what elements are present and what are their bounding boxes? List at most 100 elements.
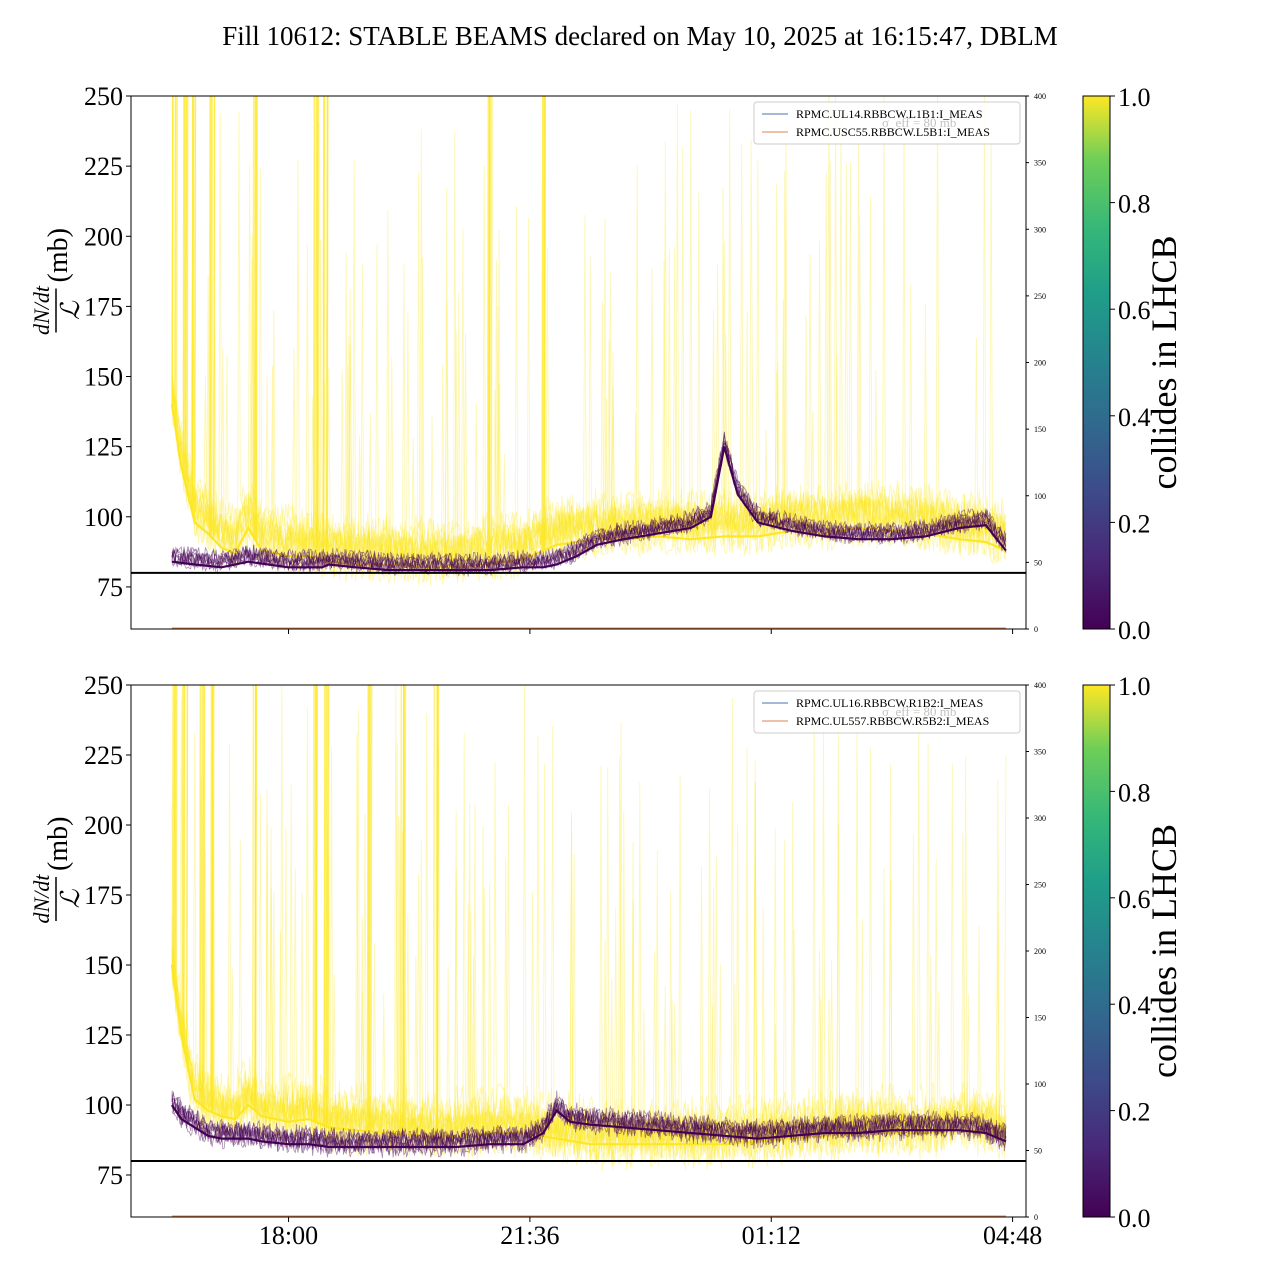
spike: [436, 685, 439, 1136]
colorbar-label: collides in LHCB: [1144, 236, 1184, 490]
series-bundle-non-colliding: [171, 431, 1007, 577]
y2-tick-label: 200: [1034, 359, 1046, 368]
legend-box: [753, 101, 1021, 145]
spike: [201, 685, 204, 1106]
y2-tick-label: 350: [1034, 748, 1046, 757]
noise-trace: [171, 440, 1007, 571]
noise-trace: [171, 445, 1007, 577]
noise-trace: [171, 1103, 1007, 1155]
y2-tick-label: 50: [1034, 1147, 1042, 1156]
noise-trace: [171, 735, 1007, 1145]
noise-trace: [171, 698, 1007, 1151]
spike: [202, 685, 205, 1107]
y2-tick-label: 100: [1034, 492, 1046, 501]
y-label-numerator: dN/dt: [29, 874, 54, 924]
y-tick-label: 175: [84, 881, 123, 910]
noise-trace: [171, 442, 1007, 573]
spike: [174, 685, 177, 992]
spike: [183, 685, 186, 1048]
noise-trace: [171, 443, 1007, 574]
y2-tick-label: 250: [1034, 292, 1046, 301]
noise-trace: [171, 794, 1007, 1163]
threshold-annotation: σ_eff = 80 mb: [882, 115, 956, 130]
series-bundle-colliding: [170, 96, 1007, 587]
spike: [185, 96, 188, 486]
noise-trace: [171, 705, 1007, 1146]
noise-trace: [171, 1090, 1007, 1152]
spike: [175, 685, 178, 998]
y-tick-label: 225: [84, 152, 123, 181]
spike: [543, 96, 545, 551]
legend-entry: RPMC.UL14.RBBCW.L1B1:I_MEAS: [796, 107, 983, 121]
spike: [252, 685, 255, 1109]
legend: σ_eff = 80 mbRPMC.UL16.RBBCW.R1B2:I_MEAS…: [753, 690, 1021, 734]
spike: [210, 685, 213, 1112]
spike: [199, 685, 202, 1105]
spike: [173, 685, 176, 980]
y-label-unit: (mb): [43, 817, 74, 871]
spike: [325, 685, 328, 1127]
spike: [323, 96, 326, 561]
spike: [366, 685, 369, 1132]
spike: [312, 685, 315, 1121]
spike: [541, 96, 544, 552]
spike: [202, 685, 205, 1107]
y-tick-label: 75: [97, 1161, 123, 1190]
spike: [400, 685, 402, 1135]
y-tick-label: 125: [84, 433, 123, 462]
spike: [182, 685, 185, 1044]
noise-trace: [171, 1092, 1007, 1148]
spike: [403, 685, 406, 1135]
noise-trace: [171, 1094, 1007, 1155]
spike: [255, 96, 258, 542]
series-bundle-non-colliding: [170, 1090, 1007, 1159]
noise-trace: [171, 685, 1007, 1149]
x-tick-label: 18:00: [259, 1221, 318, 1250]
noise-trace: [171, 96, 1007, 570]
noise-trace: [171, 745, 1007, 1171]
spike: [174, 685, 177, 986]
noise-trace: [171, 685, 1007, 1152]
noise-trace: [171, 431, 1007, 569]
noise-trace: [171, 143, 1007, 564]
noise-trace: [171, 133, 1007, 563]
y2-tick-label: 0: [1034, 625, 1038, 634]
y2-tick-label: 150: [1034, 425, 1046, 434]
spike: [326, 96, 329, 562]
spike: [435, 685, 438, 1136]
y2-tick-label: 100: [1034, 1080, 1046, 1089]
spike: [404, 685, 407, 1135]
colorbar-gradient: [1082, 95, 1111, 630]
y2-tick-label: 350: [1034, 159, 1046, 168]
spike: [183, 96, 186, 480]
spike: [432, 685, 435, 1136]
spike: [198, 685, 201, 1104]
spike: [191, 96, 194, 513]
y-tick-label: 250: [84, 671, 123, 700]
spike: [211, 685, 214, 1113]
spike: [486, 96, 489, 565]
y2-tick-label: 250: [1034, 881, 1046, 890]
series-bundle-colliding: [170, 685, 1007, 1171]
y-axis-label: dN/dt ℒ (mb): [29, 817, 85, 924]
spike: [488, 96, 491, 565]
spike: [402, 685, 405, 1135]
spike: [209, 96, 212, 537]
y2-tick-label: 200: [1034, 947, 1046, 956]
legend-entry: RPMC.UL16.RBBCW.R1B2:I_MEAS: [796, 696, 983, 710]
spike: [174, 96, 176, 423]
plot-area: [170, 685, 1007, 1171]
y-axis-label: dN/dt ℒ (mb): [29, 228, 85, 335]
noise-trace: [171, 96, 1007, 570]
legend: σ_eff = 80 mbRPMC.UL14.RBBCW.L1B1:I_MEAS…: [753, 101, 1021, 145]
spike: [181, 685, 184, 1039]
noise-trace: [171, 709, 1007, 1148]
colorbar-tick-label: 1.0: [1118, 83, 1151, 112]
colorbar-tick-label: 0.4: [1118, 403, 1151, 432]
noise-trace: [171, 432, 1007, 577]
y2-tick-label: 400: [1034, 92, 1046, 101]
spike: [213, 96, 216, 540]
y-tick-label: 100: [84, 503, 123, 532]
colorbar-tick-label: 0.8: [1118, 190, 1151, 219]
y-label-numerator: dN/dt: [29, 285, 54, 335]
